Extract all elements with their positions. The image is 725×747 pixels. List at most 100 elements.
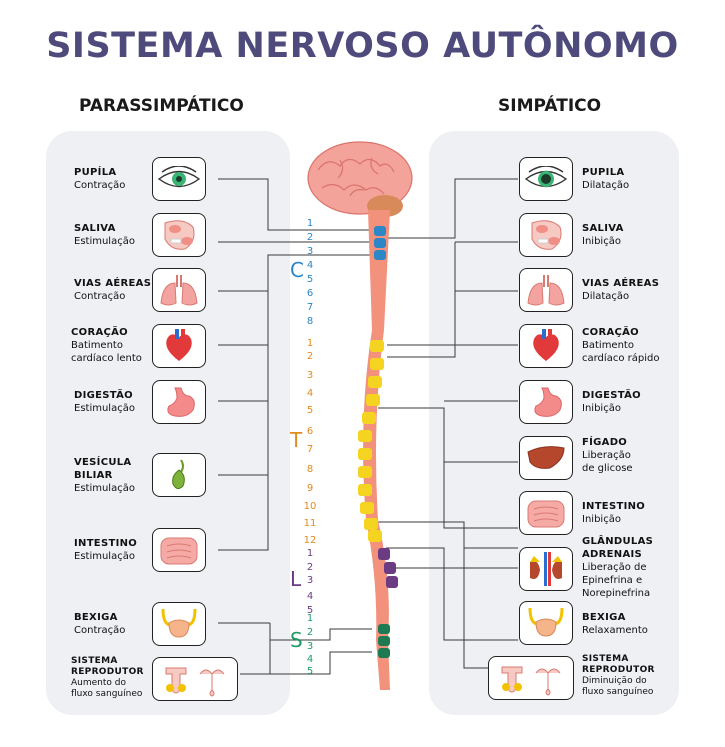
vertebra-block <box>384 562 396 574</box>
vertebra-block <box>358 466 372 478</box>
organ-effect: Relaxamento <box>582 625 648 636</box>
organ-effect-line: Liberação de <box>582 562 647 573</box>
organ-effect-line: Liberação <box>582 450 631 461</box>
adrenal-glands-icon <box>530 552 562 586</box>
organ-effect-line: Epinefrina e <box>582 575 643 586</box>
vertebra-number: 1 <box>306 338 314 349</box>
sym-digestion-label: DIGESTÃO Inibição <box>582 389 641 415</box>
salivary-gland-icon <box>164 220 195 250</box>
organ-effect: Inibição <box>582 236 621 247</box>
organ-effect-line: Diminuição do <box>582 676 647 686</box>
vertebra-number: 3 <box>306 246 314 257</box>
spinal-cord <box>363 210 390 690</box>
sym-intestine-icon-box <box>519 491 573 535</box>
organ-name-line: BILIAR <box>74 470 113 481</box>
organ-effect-line: Aumento do <box>71 678 126 688</box>
para-airways-label: VIAS AÉREAS Contração <box>74 277 151 303</box>
organ-name: BEXIGA <box>582 612 626 623</box>
lungs-icon <box>527 275 565 306</box>
sym-pupil-label: PUPILA Dilatação <box>582 166 629 192</box>
stomach-icon <box>167 387 195 417</box>
organ-effect: Dilatação <box>582 291 630 302</box>
vertebra-block <box>358 430 372 442</box>
organ-name: PUPÍLA <box>74 167 117 178</box>
parasympathetic-heading: PARASSIMPÁTICO <box>79 96 244 116</box>
organ-name: BEXIGA <box>74 612 118 623</box>
liver-icon <box>527 446 565 469</box>
organ-effect: Estimulação <box>74 483 135 494</box>
vertebra-number: 2 <box>306 562 314 573</box>
reproductive-organs-icon <box>501 666 561 696</box>
heart-icon <box>166 329 192 361</box>
salivary-gland-icon <box>531 220 562 250</box>
organ-name: PUPILA <box>582 167 625 178</box>
heart-icon <box>533 329 559 361</box>
para-saliva-label: SALIVA Estimulação <box>74 222 135 248</box>
spine-region-letter: S <box>290 628 303 652</box>
vertebra-number: 7 <box>306 302 314 313</box>
organ-effect-line: Norepinefrina <box>582 588 651 599</box>
stomach-icon <box>534 387 562 417</box>
para-digestion-label: DIGESTÃO Estimulação <box>74 389 135 415</box>
sym-lungs-icon-box <box>519 268 573 312</box>
spine-region-letter: T <box>290 428 303 452</box>
sympathetic-heading: SIMPÁTICO <box>498 96 602 116</box>
vertebra-number: 5 <box>306 605 314 616</box>
organ-name-line: SISTEMA <box>71 656 118 666</box>
para-stomach-icon-box <box>152 380 206 424</box>
sym-eye-icon-box <box>519 157 573 201</box>
vertebra-number: 4 <box>306 260 314 271</box>
organ-name-line: SISTEMA <box>582 654 629 664</box>
sym-saliva-icon-box <box>519 213 573 257</box>
organ-name-line: ADRENAIS <box>582 549 643 560</box>
organ-effect-line: cardíaco lento <box>71 353 142 364</box>
vertebra-number: 6 <box>306 288 314 299</box>
vertebra-number: 1 <box>306 548 314 559</box>
organ-name-line: GLÂNDULAS <box>582 536 654 547</box>
para-bladder-icon-box <box>152 602 206 646</box>
organ-effect-line: de glicose <box>582 463 633 474</box>
sym-reproductive-label: SISTEMA REPRODUTOR Diminuição do fluxo s… <box>582 654 655 698</box>
vertebra-number: 9 <box>306 483 314 494</box>
vertebra-number: 4 <box>306 388 314 399</box>
vertebra-block <box>362 412 376 424</box>
para-gallbladder-icon-box <box>152 453 206 497</box>
organ-effect: Estimulação <box>74 403 135 414</box>
organ-name: FÍGADO <box>582 437 628 448</box>
vertebra-block <box>368 376 382 388</box>
vertebra-block <box>378 648 390 658</box>
organ-name-line: REPRODUTOR <box>582 665 655 675</box>
sym-intestine-label: INTESTINO Inibição <box>582 500 645 526</box>
para-saliva-icon-box <box>152 213 206 257</box>
vertebra-block <box>370 340 384 352</box>
vertebra-block <box>360 502 374 514</box>
vertebra-number: 5 <box>306 666 314 677</box>
organ-effect: Inibição <box>582 403 621 414</box>
para-intestine-label: INTESTINO Estimulação <box>74 537 137 563</box>
vertebra-block <box>368 530 382 542</box>
vertebra-block <box>370 358 384 370</box>
vertebra-block <box>374 226 386 236</box>
vertebra-block <box>358 448 372 460</box>
vertebra-number: 4 <box>306 654 314 665</box>
para-heart-icon-box <box>152 324 206 368</box>
para-pupil-label: PUPÍLA Contração <box>74 166 125 192</box>
sym-airways-label: VIAS AÉREAS Dilatação <box>582 277 659 303</box>
vertebra-number: 3 <box>306 641 314 652</box>
vertebra-number: 3 <box>306 575 314 586</box>
organ-effect: Estimulação <box>74 551 135 562</box>
vertebra-block <box>378 636 390 646</box>
bladder-icon <box>528 607 564 637</box>
vertebra-number: 8 <box>306 464 314 475</box>
vertebra-number: 2 <box>306 351 314 362</box>
organ-name: DIGESTÃO <box>582 390 641 401</box>
para-reproductive-label: SISTEMA REPRODUTOR Aumento do fluxo sang… <box>71 656 144 700</box>
para-lungs-icon-box <box>152 268 206 312</box>
vertebra-number: 12 <box>303 535 317 546</box>
organ-name: CORAÇÃO <box>582 327 639 338</box>
eye-icon <box>524 166 568 188</box>
vertebra-block <box>374 238 386 248</box>
intestine-icon <box>160 537 198 565</box>
lungs-icon <box>160 275 198 306</box>
vertebra-block <box>378 624 390 634</box>
